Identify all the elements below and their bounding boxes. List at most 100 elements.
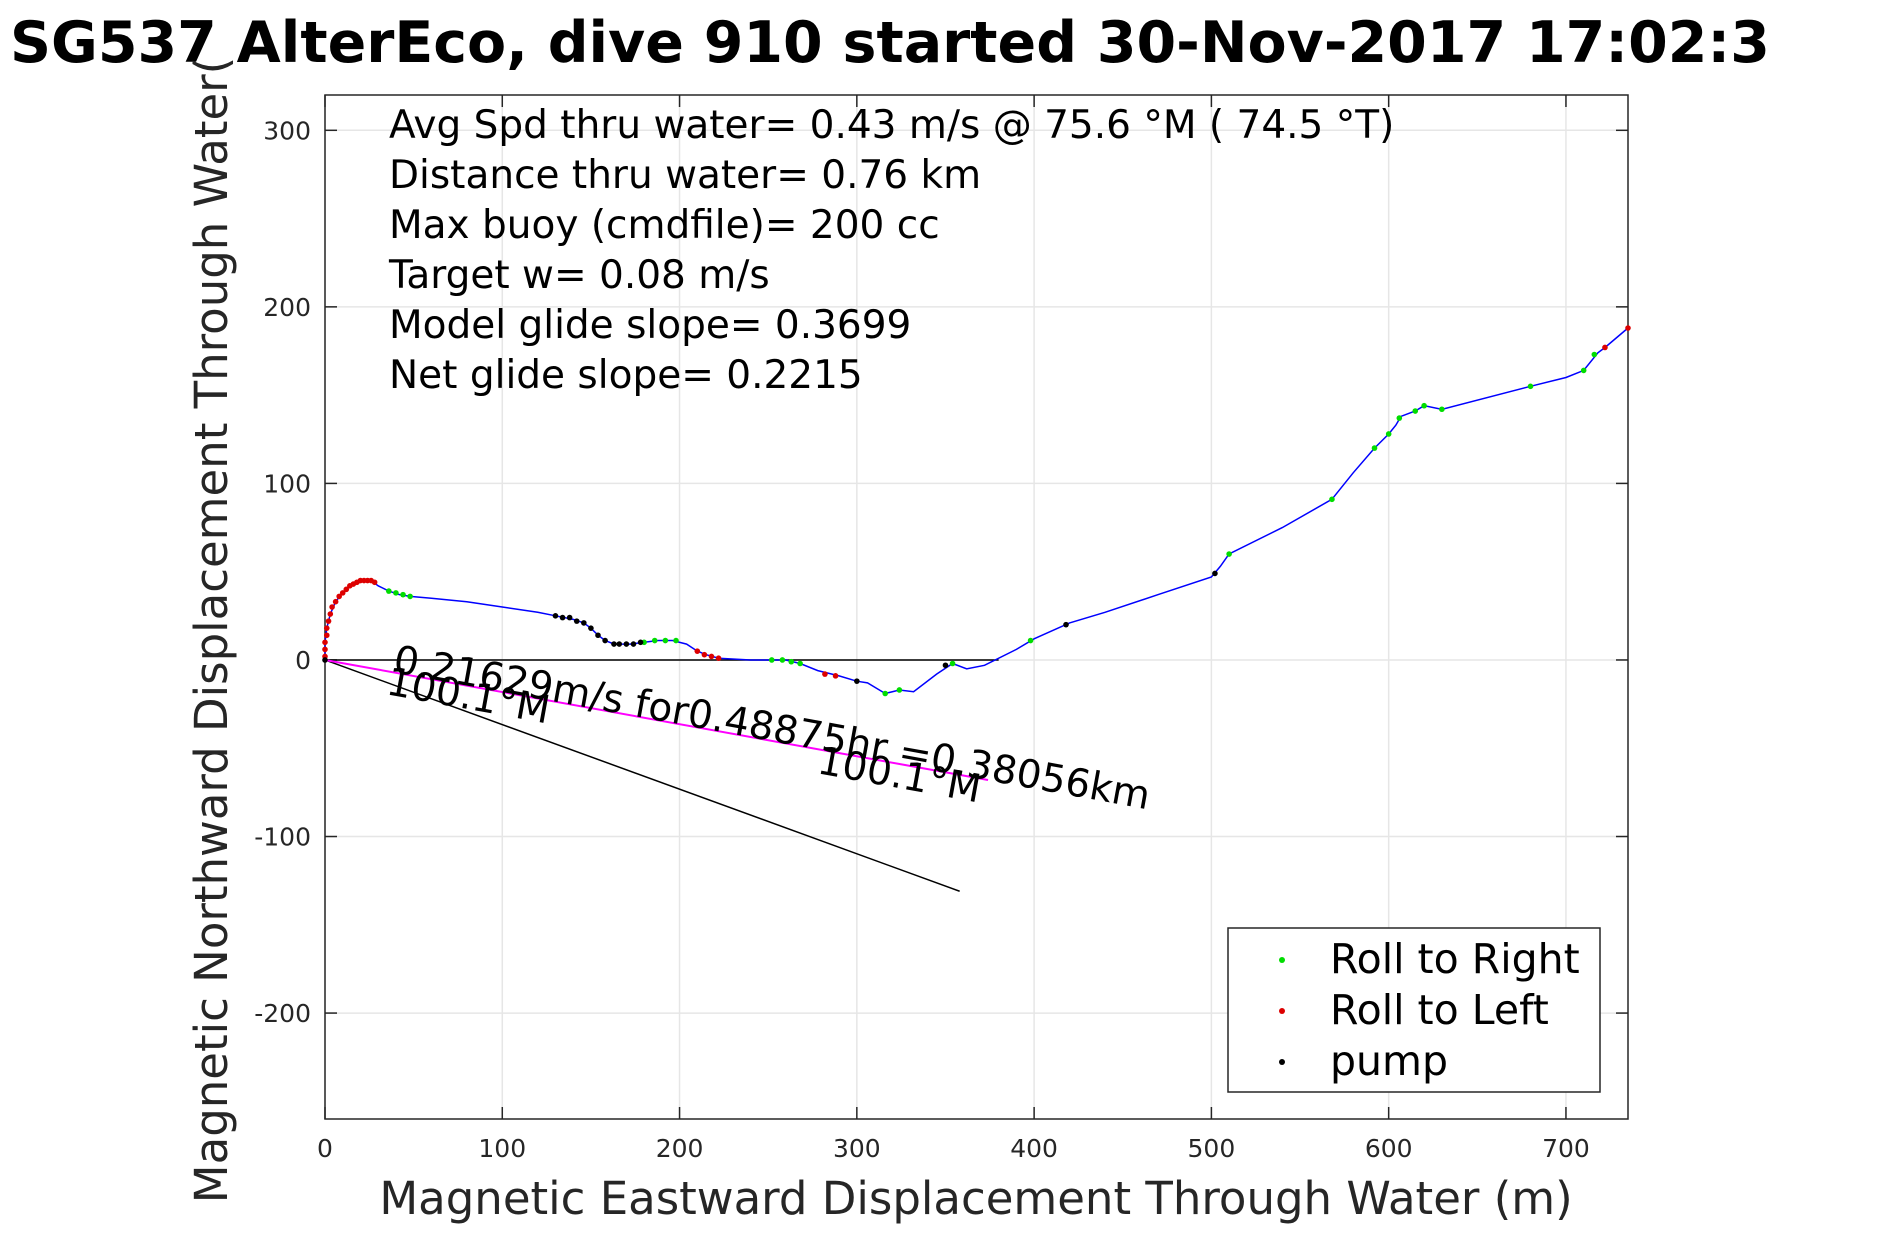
x-tick-label: 400: [1010, 1134, 1058, 1163]
pump-point: [854, 678, 860, 684]
roll-right-point: [386, 588, 392, 594]
y-tick-label: -200: [254, 999, 311, 1028]
roll-right-point: [788, 658, 795, 665]
roll-right-point: [1421, 402, 1427, 409]
roll-left-point: [694, 648, 701, 654]
roll-left-point: [1625, 325, 1631, 331]
roll-left-point: [325, 618, 332, 624]
legend-box: [1227, 927, 1601, 1093]
roll-right-point: [407, 593, 413, 600]
legend-roll-right: Roll to Right: [1330, 935, 1580, 983]
roll-right-point: [1527, 383, 1534, 390]
roll-right-point: [393, 590, 399, 596]
stats-line: Distance thru water= 0.76 km: [389, 153, 981, 198]
stats-line: Net glide slope= 0.2215: [389, 353, 863, 398]
roll-right-point: [1226, 551, 1232, 557]
x-tick-label: 600: [1365, 1134, 1413, 1163]
plot-area: [324, 94, 1629, 1120]
roll-left-point: [323, 632, 330, 639]
x-tick-label: 500: [1188, 1134, 1236, 1163]
roll-right-point: [896, 687, 903, 693]
pump-point: [1212, 570, 1218, 577]
pump-point: [566, 614, 573, 621]
roll-right-point: [651, 637, 658, 644]
heading-line: [324, 659, 960, 892]
y-axis-label: Magnetic Northward Displacement Through …: [185, 57, 238, 1203]
legend-pump-marker: [1279, 1059, 1285, 1065]
pump-point: [552, 613, 559, 619]
roll-right-point: [1371, 445, 1378, 451]
pump-point: [573, 618, 580, 624]
roll-left-point: [822, 671, 828, 677]
legend-roll-left: Roll to Left: [1330, 986, 1549, 1034]
roll-right-point: [1412, 408, 1419, 414]
roll-right-point: [1439, 406, 1445, 413]
roll-right-point: [1591, 351, 1598, 358]
roll-left-point: [715, 655, 722, 661]
current-label: 0.21629m/s for0.48875hr =0.38056km: [390, 638, 1153, 820]
roll-left-point: [339, 590, 346, 596]
pump-point: [637, 639, 644, 646]
chart-title: SG537 AlterEco, dive 910 started 30-Nov-…: [10, 10, 1770, 76]
roll-right-point: [797, 660, 803, 667]
roll-left-point: [332, 598, 339, 605]
legend-pump: pump: [1330, 1037, 1448, 1085]
roll-left-point: [336, 593, 342, 600]
x-tick-label: 0: [317, 1134, 333, 1163]
roll-right-point: [1385, 431, 1392, 437]
stats-line: Avg Spd thru water= 0.43 m/s @ 75.6 °M (…: [389, 103, 1394, 148]
y-tick-label: 300: [263, 116, 311, 145]
x-tick-label: 200: [656, 1134, 704, 1163]
pump-point: [602, 637, 608, 644]
pump-point: [623, 641, 630, 647]
pump-point: [630, 641, 637, 647]
pump-point: [581, 620, 587, 626]
x-tick-label: 300: [833, 1134, 881, 1163]
pump-point: [559, 614, 566, 621]
pump-point: [322, 657, 328, 663]
roll-right-point: [400, 591, 406, 598]
y-tick-label: -100: [254, 823, 311, 852]
current-line: [324, 658, 989, 782]
roll-right-point: [1329, 496, 1335, 503]
stats-line: Target w= 0.08 m/s: [388, 253, 770, 298]
roll-right-point: [768, 657, 775, 663]
pump-point: [616, 641, 623, 647]
roll-right-point: [882, 690, 889, 697]
legend: Roll to Right Roll to Left pump: [1227, 927, 1601, 1093]
y-tick-label: 100: [263, 469, 311, 498]
y-tick-label: 200: [263, 293, 311, 322]
pump-point: [1063, 621, 1069, 628]
roll-left-point: [371, 579, 378, 586]
pump-point: [611, 641, 617, 647]
legend-roll-right-marker: [1279, 957, 1285, 963]
x-tick-label: 100: [478, 1134, 526, 1163]
series: [322, 325, 1631, 697]
roll-left-point: [832, 673, 839, 679]
roll-right-point: [949, 660, 956, 667]
roll-left-point: [1602, 344, 1608, 351]
roll-right-point: [1027, 637, 1034, 644]
roll-left-point: [323, 625, 330, 631]
roll-right-point: [1396, 415, 1403, 421]
roll-left-point: [322, 646, 328, 653]
reference-lines: [324, 658, 999, 892]
stats-line: Model glide slope= 0.3699: [389, 303, 911, 348]
roll-left-point: [327, 611, 334, 617]
roll-left-point: [708, 653, 715, 660]
x-axis-label: Magnetic Eastward Displacement Through W…: [379, 1172, 1572, 1225]
roll-right-point: [673, 637, 679, 644]
annotations: Avg Spd thru water= 0.43 m/s @ 75.6 °M (…: [388, 103, 1394, 398]
roll-right-point: [779, 657, 786, 663]
stats-line: Max buoy (cmdfile)= 200 cc: [389, 203, 940, 248]
roll-right-point: [1580, 367, 1587, 374]
y-tick-label: 0: [295, 646, 311, 675]
pump-point: [942, 662, 949, 669]
pump-point: [595, 632, 601, 639]
roll-left-point: [701, 651, 708, 658]
legend-roll-left-marker: [1279, 1008, 1285, 1014]
roll-right-point: [662, 637, 669, 644]
pump-point: [588, 625, 594, 631]
x-tick-label: 700: [1542, 1134, 1590, 1163]
